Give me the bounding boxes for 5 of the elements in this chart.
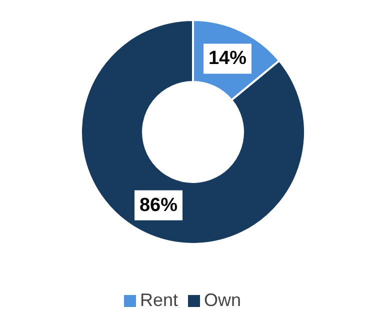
legend-label: Rent	[140, 290, 178, 310]
donut-slice	[80, 19, 306, 245]
data-label: 14%	[208, 48, 247, 70]
legend-label: Own	[204, 290, 242, 310]
data-label: 86%	[139, 194, 178, 216]
